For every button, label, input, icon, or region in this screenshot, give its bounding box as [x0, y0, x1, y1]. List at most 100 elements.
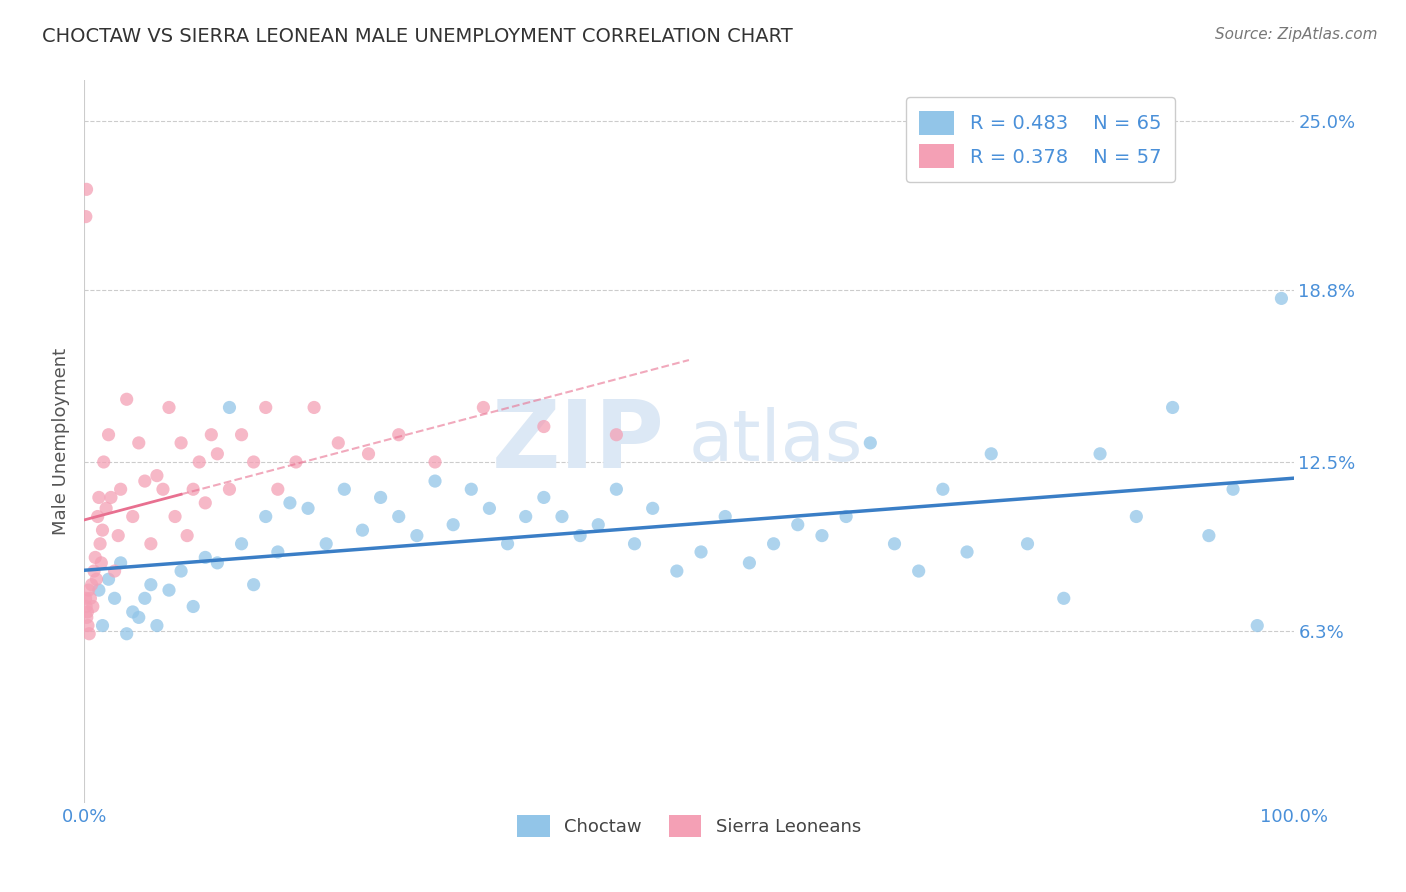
Point [1053, 591, 1076, 606]
Point [588, 517, 610, 532]
Point [194, 550, 217, 565]
Point [932, 482, 955, 496]
Point [278, 496, 301, 510]
Point [231, 427, 253, 442]
Point [165, 509, 187, 524]
Point [128, 610, 150, 624]
Point [181, 482, 204, 496]
Point [76, 605, 98, 619]
Point [569, 528, 592, 542]
Point [87, 491, 110, 505]
Point [242, 455, 264, 469]
Point [90, 556, 112, 570]
Point [86, 572, 108, 586]
Point [207, 447, 229, 461]
Point [80, 577, 103, 591]
Point [134, 591, 156, 606]
Text: ZIP: ZIP [492, 395, 665, 488]
Point [157, 583, 180, 598]
Point [623, 537, 645, 551]
Point [121, 605, 143, 619]
Point [1125, 509, 1147, 524]
Point [79, 591, 101, 606]
Point [515, 509, 537, 524]
Point [181, 599, 204, 614]
Point [472, 401, 495, 415]
Point [496, 537, 519, 551]
Point [207, 556, 229, 570]
Point [533, 419, 555, 434]
Point [835, 509, 858, 524]
Point [302, 401, 325, 415]
Point [533, 491, 555, 505]
Point [188, 455, 211, 469]
Point [82, 599, 104, 614]
Point [1270, 292, 1292, 306]
Text: atlas: atlas [689, 407, 863, 476]
Point [75, 591, 97, 606]
Point [76, 610, 98, 624]
Point [859, 436, 882, 450]
Point [218, 482, 240, 496]
Point [267, 545, 290, 559]
Point [128, 436, 150, 450]
Point [110, 482, 132, 496]
Point [121, 509, 143, 524]
Point [980, 447, 1002, 461]
Point [907, 564, 929, 578]
Point [83, 564, 105, 578]
Point [139, 537, 162, 551]
Point [97, 427, 120, 442]
Point [97, 572, 120, 586]
Point [93, 455, 115, 469]
Point [738, 556, 761, 570]
Point [77, 626, 100, 640]
Point [77, 583, 100, 598]
Point [86, 509, 108, 524]
Point [139, 577, 162, 591]
Point [1198, 528, 1220, 542]
Point [267, 482, 290, 496]
Point [91, 523, 114, 537]
Point [115, 392, 138, 407]
Point [297, 501, 319, 516]
Point [406, 528, 429, 542]
Point [89, 537, 111, 551]
Y-axis label: Male Unemployment: Male Unemployment [52, 348, 70, 535]
Point [690, 545, 713, 559]
Point [87, 583, 110, 598]
Point [460, 482, 482, 496]
Point [357, 447, 380, 461]
Point [157, 401, 180, 415]
Text: Source: ZipAtlas.com: Source: ZipAtlas.com [1215, 27, 1378, 42]
Point [231, 537, 253, 551]
Point [315, 537, 337, 551]
Point [1017, 537, 1039, 551]
Point [1088, 447, 1111, 461]
Point [441, 517, 464, 532]
Point [104, 564, 127, 578]
Point [1246, 618, 1268, 632]
Point [423, 455, 446, 469]
Point [641, 501, 664, 516]
Point [254, 401, 277, 415]
Point [1161, 401, 1184, 415]
Point [100, 491, 122, 505]
Point [786, 517, 808, 532]
Point [152, 482, 174, 496]
Point [423, 474, 446, 488]
Point [388, 509, 411, 524]
Text: CHOCTAW VS SIERRA LEONEAN MALE UNEMPLOYMENT CORRELATION CHART: CHOCTAW VS SIERRA LEONEAN MALE UNEMPLOYM… [42, 27, 793, 45]
Point [1222, 482, 1244, 496]
Point [134, 474, 156, 488]
Point [77, 618, 100, 632]
Point [370, 491, 392, 505]
Point [170, 564, 193, 578]
Point [665, 564, 688, 578]
Legend: Choctaw, Sierra Leoneans: Choctaw, Sierra Leoneans [510, 808, 868, 845]
Point [605, 482, 627, 496]
Point [285, 455, 308, 469]
Point [75, 210, 97, 224]
Point [115, 626, 138, 640]
Point [333, 482, 356, 496]
